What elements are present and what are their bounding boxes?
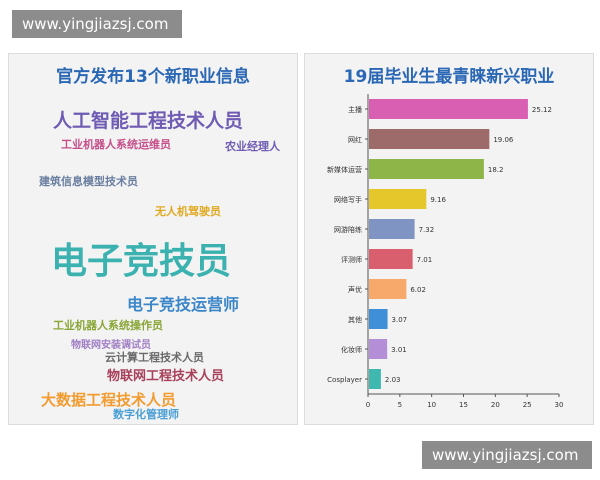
word-item: 工业机器人系统操作员 [53, 319, 163, 332]
data-label: 2.03 [385, 376, 401, 384]
word-item: 人工智能工程技术人员 [53, 110, 244, 132]
category-label: 网红 [348, 135, 362, 144]
category-label: 评测师 [341, 255, 362, 264]
data-label: 3.07 [392, 316, 408, 324]
category-label: 化妆师 [341, 345, 362, 354]
category-label: 新媒体运营 [327, 165, 362, 174]
category-label: 主播 [348, 105, 362, 114]
word-item: 建筑信息模型技术员 [39, 175, 138, 188]
chart-title: 19届毕业生最青睐新兴职业 [343, 67, 555, 87]
data-label: 6.02 [410, 286, 426, 294]
category-label: Cosplayer [327, 376, 362, 384]
bar [369, 369, 381, 389]
x-tick-label: 0 [366, 401, 370, 409]
word-item: 电子竞技运营师 [127, 295, 240, 314]
word-item: 物联网安装调试员 [71, 340, 151, 351]
bar [369, 249, 413, 269]
word-item: 数字化管理师 [113, 408, 179, 421]
x-tick-label: 20 [491, 401, 500, 409]
word-cloud-panel: 官方发布13个新职业信息 人工智能工程技术人员 工业机器人系统运维员 农业经理人… [8, 53, 298, 425]
word-item: 电子竞技员 [51, 241, 232, 282]
bar-chart: 主播 25.12 网红 19.06 新媒体运营 18.2 网络写手 9.16 网游陪练 7.32 评… [327, 94, 564, 409]
x-tick-label: 30 [555, 401, 564, 409]
bar [369, 189, 427, 209]
word-item: 工业机器人系统运维员 [61, 138, 171, 151]
word-item: 云计算工程技术人员 [105, 351, 204, 364]
bar [369, 279, 407, 299]
data-label: 3.01 [391, 346, 407, 354]
watermark-bottom: www.yingjiazsj.com [422, 441, 592, 469]
x-tick-label: 5 [398, 401, 402, 409]
bar [369, 129, 490, 149]
bar [369, 309, 388, 329]
word-item: 农业经理人 [225, 140, 280, 153]
data-label: 9.16 [430, 196, 446, 204]
data-label: 18.2 [488, 166, 504, 174]
bar-chart-panel: 19届毕业生最青睐新兴职业 主播 25.12 网红 19.06 新媒体运营 18.2 网络写… [304, 53, 594, 425]
data-label: 7.32 [419, 226, 435, 234]
word-item: 物联网工程技术人员 [107, 369, 225, 384]
bar [369, 159, 484, 179]
category-label: 其他 [348, 315, 362, 324]
bar [369, 339, 388, 359]
data-label: 19.06 [493, 136, 514, 144]
data-label: 7.01 [417, 256, 433, 264]
x-tick-label: 15 [459, 401, 468, 409]
x-tick-label: 10 [427, 401, 436, 409]
category-label: 声优 [348, 285, 362, 294]
category-label: 网络写手 [334, 195, 362, 204]
x-tick-label: 25 [523, 401, 532, 409]
watermark-top: www.yingjiazsj.com [12, 10, 182, 38]
word-item: 大数据工程技术人员 [41, 391, 177, 409]
word-item: 无人机驾驶员 [155, 205, 221, 218]
category-label: 网游陪练 [334, 225, 362, 234]
data-label: 25.12 [532, 106, 552, 114]
word-cloud-title: 官方发布13个新职业信息 [56, 67, 250, 87]
bar [369, 99, 528, 119]
bar [369, 219, 415, 239]
